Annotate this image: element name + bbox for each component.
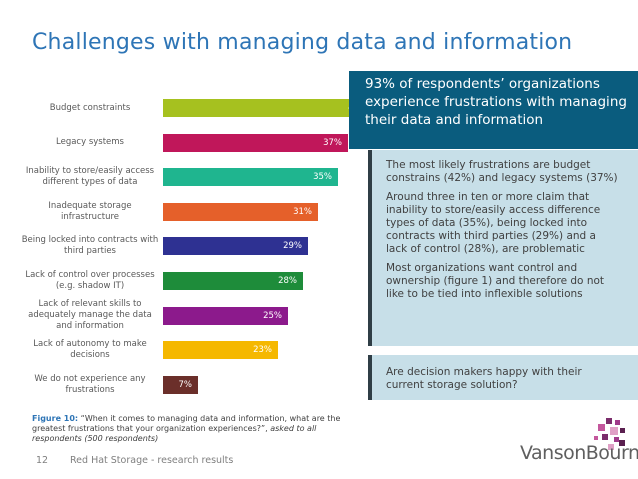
- bar: [163, 168, 338, 187]
- data-label: 35%: [313, 172, 332, 183]
- logo-square: [606, 418, 612, 424]
- footer-text: Red Hat Storage - research results: [70, 455, 234, 466]
- logo-square: [615, 420, 620, 425]
- highlight-box: 93% of respondents’ organizations experi…: [349, 71, 638, 149]
- footer: 12 Red Hat Storage - research results: [36, 455, 233, 466]
- logo-square: [594, 436, 598, 440]
- company-logo: VansonBourne: [520, 442, 638, 464]
- data-label: 28%: [278, 276, 297, 286]
- findings-box: The most likely frustrations are budget …: [368, 150, 638, 346]
- bar: [163, 237, 308, 256]
- logo-square: [620, 428, 625, 433]
- category-label: Budget constraints: [49, 102, 131, 113]
- bar: [163, 202, 318, 221]
- page-title: Challenges with managing data and inform…: [32, 30, 573, 55]
- bar: [163, 375, 198, 394]
- question-box: Are decision makers happy with their cur…: [368, 355, 638, 400]
- page-number: 12: [36, 455, 49, 466]
- bar: [163, 99, 373, 117]
- data-label: 37%: [323, 137, 342, 148]
- logo-mark-icon: [594, 418, 625, 450]
- finding-2: Around three in ten or more claim that i…: [386, 191, 601, 255]
- finding-3: Most organizations want control and owne…: [386, 262, 605, 300]
- bar: [163, 341, 278, 360]
- finding-1: The most likely frustrations are budget …: [386, 159, 618, 184]
- bar-chart: Budget constraints 42% Legacy systems 37% In…: [0, 80, 373, 400]
- data-label: 42%: [163, 99, 367, 117]
- figure-question: “When it comes to managing data and info…: [32, 414, 341, 433]
- figure-note: asked to all respondents (500 respondent…: [32, 424, 317, 443]
- findings-accent-bar: [368, 150, 372, 346]
- logo-square: [610, 427, 618, 435]
- data-label: 29%: [283, 241, 302, 252]
- category-label: Lack of control over processes (e.g. sha…: [25, 270, 155, 291]
- logo-square: [598, 424, 605, 431]
- category-label: Lack of autonomy to make decisions: [33, 339, 147, 361]
- logo-square: [614, 437, 619, 442]
- category-label: Inability to store/easily access differe…: [25, 166, 155, 188]
- category-label: We do not experience any frustrations: [34, 373, 146, 395]
- figure-caption: Figure 10: “When it comes to managing da…: [32, 414, 352, 444]
- question-accent-bar: [368, 355, 372, 400]
- logo-square: [619, 440, 625, 446]
- data-label: 7%: [178, 379, 193, 390]
- bar: [163, 272, 303, 290]
- data-label: 25%: [263, 310, 282, 321]
- category-label: Lack of relevant skills to adequately ma…: [28, 299, 152, 332]
- data-label: 31%: [293, 206, 312, 217]
- bar: [163, 306, 288, 325]
- data-label: 23%: [253, 345, 272, 356]
- logo-square: [602, 434, 608, 440]
- bar: [163, 133, 348, 152]
- category-label: Inadequate storage infrastructure: [48, 200, 132, 222]
- category-label: Being locked into contracts with third p…: [21, 235, 159, 257]
- logo-square: [608, 444, 614, 450]
- figure-number: Figure 10:: [32, 414, 79, 423]
- category-label: Legacy systems: [56, 137, 124, 148]
